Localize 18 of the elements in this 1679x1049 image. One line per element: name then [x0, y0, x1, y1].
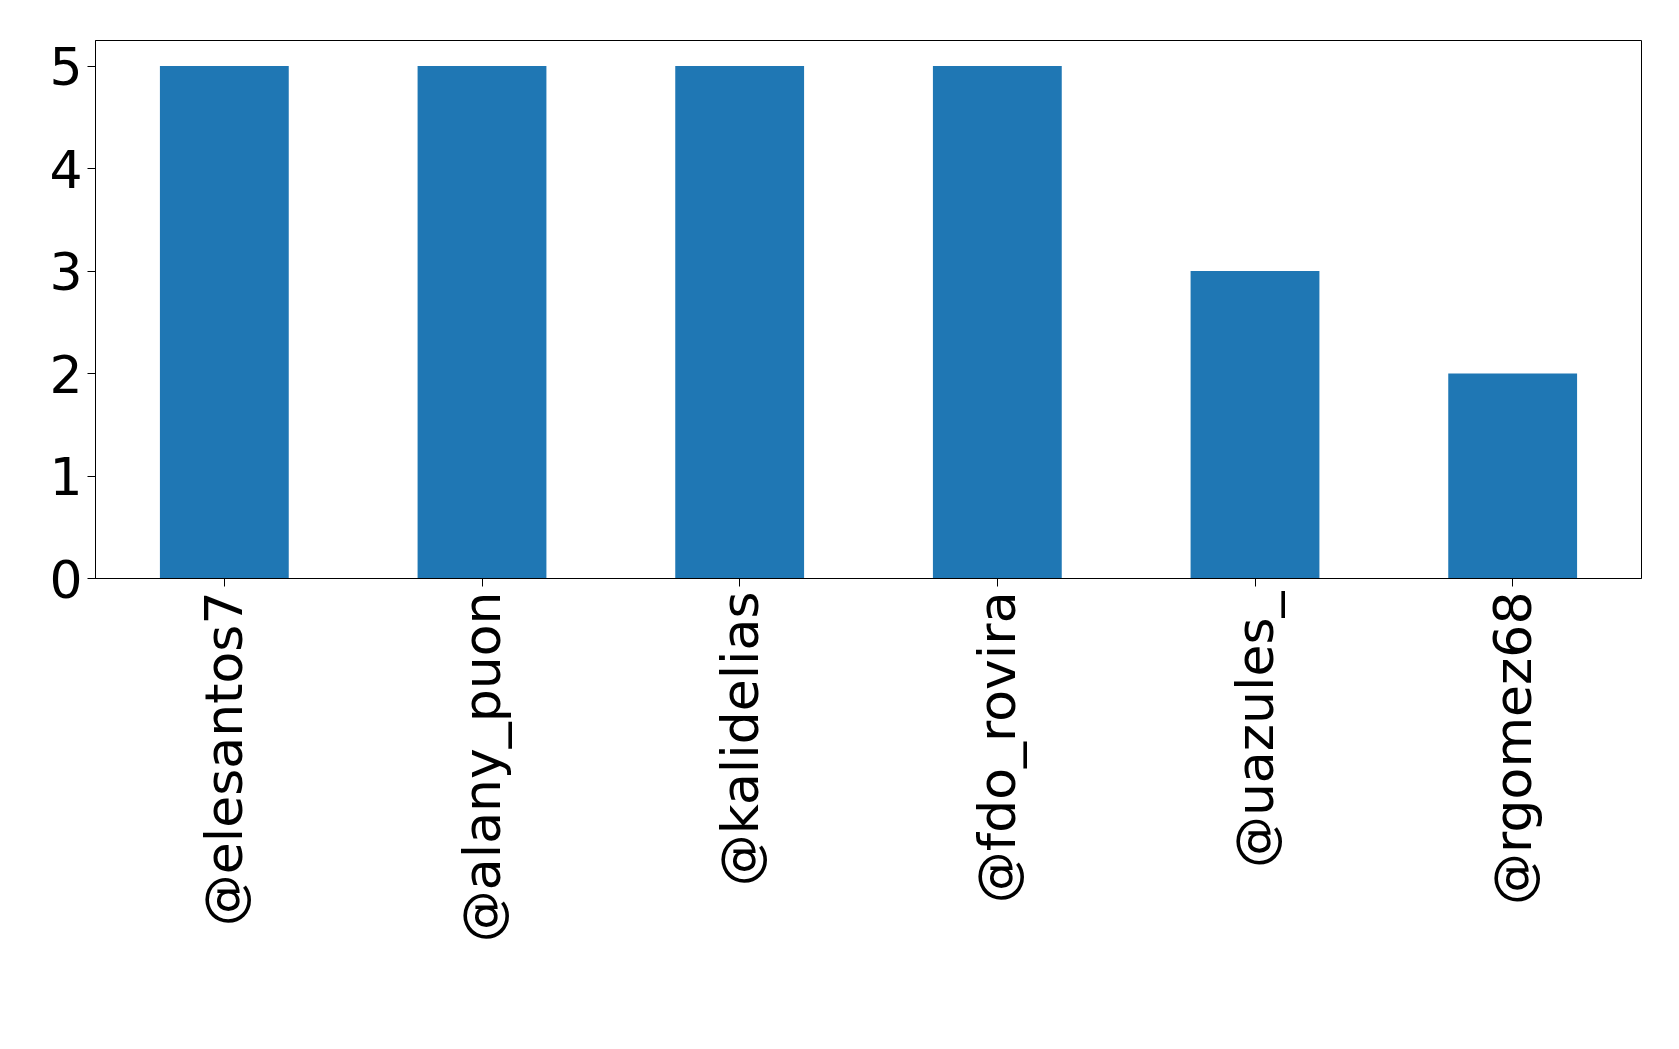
y-tick-label: 2 [49, 344, 83, 405]
bar [1448, 373, 1578, 579]
y-tick-label: 4 [49, 139, 83, 200]
x-tick-label: @alany_puon [452, 591, 512, 943]
y-tick-label: 1 [49, 447, 83, 508]
x-tick-label: @rgomez68 [1482, 591, 1543, 905]
x-tick-label: @elesantos7 [194, 591, 255, 927]
bar [675, 66, 805, 579]
bar [417, 66, 547, 579]
y-tick-label: 0 [49, 549, 83, 610]
x-tick-label: @fdo_rovira [967, 591, 1028, 904]
x-tick-label: @kalidelias [709, 591, 770, 887]
x-tick-label: @uazules_ [1225, 590, 1285, 869]
bar [1190, 271, 1320, 579]
y-tick-label: 3 [49, 242, 83, 303]
y-tick-label: 5 [49, 37, 83, 98]
bar [932, 66, 1062, 579]
bar [159, 66, 289, 579]
